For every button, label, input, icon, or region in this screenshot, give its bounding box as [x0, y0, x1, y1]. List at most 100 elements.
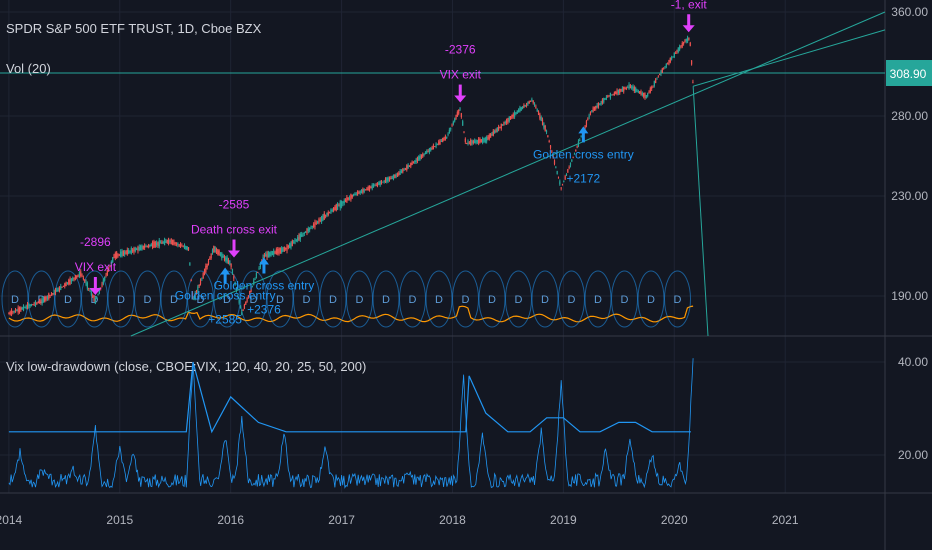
candle-body — [348, 197, 351, 199]
indicator-title[interactable]: Vix low-drawdown (close, CBOE:VIX, 120, … — [6, 359, 367, 374]
candle-body — [198, 285, 200, 287]
candle-body — [531, 99, 533, 101]
candle-body — [124, 251, 126, 255]
candle-body — [513, 111, 516, 117]
candle-body — [140, 245, 142, 251]
candle-body — [652, 85, 654, 87]
candle-body — [22, 305, 25, 311]
candle-body — [273, 250, 275, 255]
candle-body — [587, 119, 589, 121]
candle-body — [483, 139, 485, 142]
candle-body — [411, 162, 413, 165]
candle-body — [644, 93, 646, 99]
candle-body — [206, 264, 208, 268]
candle-body — [65, 281, 67, 287]
candle-body — [185, 246, 187, 249]
annotation-exit-0: -2896 VIX exit — [75, 235, 117, 295]
candle-body — [396, 174, 399, 176]
candle-body — [247, 295, 250, 298]
candle-body — [624, 88, 626, 90]
candle-body — [58, 286, 61, 292]
volume-legend[interactable]: Vol (20) — [6, 61, 51, 76]
candle-body — [13, 310, 15, 313]
candle-body — [600, 101, 602, 105]
candle-body — [577, 141, 580, 147]
candle-body — [383, 180, 385, 183]
candle-body — [637, 91, 639, 93]
candle-body — [163, 239, 166, 245]
candle-body — [664, 66, 666, 68]
candle-body — [193, 297, 195, 300]
exit-arrow-head — [228, 250, 241, 258]
candle-body — [167, 238, 170, 245]
candle-body — [615, 91, 617, 94]
candle-body — [94, 298, 96, 304]
candle-body — [271, 251, 273, 256]
dividend-marker-label: D — [488, 294, 496, 306]
candle-body — [129, 250, 131, 252]
candle-body — [323, 213, 325, 220]
candle-body — [257, 271, 259, 273]
candle-body — [24, 307, 26, 309]
candle-body — [596, 105, 598, 108]
candle-body — [500, 123, 502, 129]
candle-body — [434, 146, 436, 148]
candle-body — [29, 304, 31, 307]
candle-body — [290, 241, 292, 248]
candle-body — [152, 241, 154, 249]
candle-body — [154, 241, 156, 247]
dividend-marker-label: D — [38, 294, 46, 306]
candle-body — [561, 184, 564, 186]
symbol-title[interactable]: SPDR S&P 500 ETF TRUST, 1D, Cboe BZX — [6, 21, 262, 36]
candle-body — [186, 246, 188, 250]
time-tick-label: 2015 — [106, 513, 133, 527]
candle-body — [8, 313, 10, 315]
candle-body — [536, 109, 538, 112]
candle-body — [382, 181, 384, 183]
candle-body — [612, 94, 614, 96]
candle-body — [432, 145, 435, 150]
candle-body — [611, 94, 613, 96]
time-tick-label: 2016 — [217, 513, 244, 527]
candle-body — [267, 251, 269, 258]
candle-body — [547, 135, 549, 138]
candle-body — [690, 60, 693, 65]
candle-body — [310, 227, 312, 229]
candle-body — [145, 245, 147, 248]
candle-body — [486, 136, 488, 142]
candle-body — [436, 143, 438, 145]
candle-body — [692, 81, 694, 84]
candle-body — [388, 177, 391, 180]
candle-body — [141, 245, 143, 251]
candle-body — [395, 174, 397, 177]
candle-body — [158, 240, 160, 247]
candle-body — [86, 282, 88, 289]
dividend-marker-label: D — [64, 294, 72, 306]
candle-body — [636, 90, 638, 92]
candle-body — [617, 90, 619, 94]
candle-body — [170, 239, 172, 245]
candle-body — [463, 131, 465, 133]
candle-body — [507, 117, 509, 123]
candle-body — [28, 303, 30, 309]
exit-label: VIX exit — [75, 260, 117, 274]
candle-body — [584, 125, 586, 128]
dividend-marker-label: D — [674, 294, 682, 306]
candle-body — [688, 37, 690, 40]
candle-body — [523, 105, 525, 109]
candle-body — [56, 289, 58, 292]
candle-body — [104, 276, 106, 281]
exit-label: VIX exit — [440, 68, 482, 82]
candle-body — [490, 133, 492, 138]
candle-body — [78, 272, 81, 278]
candle-body — [112, 257, 114, 263]
candle-body — [199, 280, 202, 285]
candle-body — [424, 152, 427, 155]
candle-body — [169, 240, 171, 242]
candle-body — [651, 87, 653, 89]
candle-body — [356, 191, 359, 196]
dividend-marker-label: D — [11, 294, 19, 306]
candle-body — [572, 156, 574, 158]
candle-body — [286, 244, 288, 251]
